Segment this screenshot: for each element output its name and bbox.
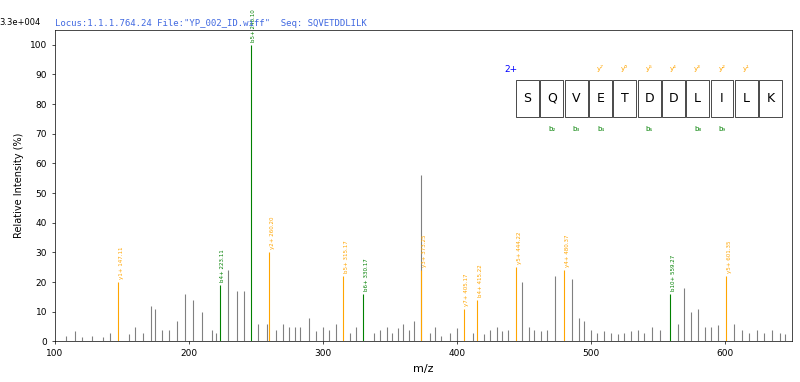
Text: D: D (669, 92, 678, 105)
Text: L: L (694, 92, 702, 105)
Text: y4+ 480.37: y4+ 480.37 (565, 235, 570, 267)
Text: D: D (644, 92, 654, 105)
Text: b6+ 330.17: b6+ 330.17 (364, 258, 369, 291)
Text: b₄: b₄ (597, 126, 604, 133)
Text: y⁶: y⁶ (622, 65, 628, 72)
Text: y⁵: y⁵ (646, 65, 653, 72)
Text: E: E (597, 92, 604, 105)
Text: b₃: b₃ (573, 126, 580, 133)
Text: b5+ 315.17: b5+ 315.17 (344, 240, 349, 273)
Text: y⁴: y⁴ (670, 65, 677, 72)
Text: 3.3e+004: 3.3e+004 (0, 18, 41, 27)
Text: b10+ 559.27: b10+ 559.27 (670, 255, 676, 291)
Text: b4+ 223.11: b4+ 223.11 (221, 249, 226, 282)
Text: T: T (621, 92, 629, 105)
Text: K: K (766, 92, 774, 105)
Text: y7+ 405.17: y7+ 405.17 (464, 274, 470, 306)
Text: b4+ 415.22: b4+ 415.22 (478, 264, 483, 297)
Text: y²: y² (718, 65, 726, 72)
Text: 2+: 2+ (504, 65, 518, 73)
Text: y3+ 373.25: y3+ 373.25 (422, 235, 426, 267)
Text: b₂: b₂ (548, 126, 555, 133)
Text: y³: y³ (694, 65, 701, 72)
Text: y5+ 601.35: y5+ 601.35 (727, 241, 732, 273)
Text: L: L (743, 92, 750, 105)
Text: y2+ 260.20: y2+ 260.20 (270, 217, 275, 249)
Y-axis label: Relative Intensity (%): Relative Intensity (%) (14, 133, 24, 238)
Text: y⁷: y⁷ (597, 65, 604, 72)
Text: Locus:1.1.1.764.24 File:"YP_002_ID.wiff"  Seq: SQVETDDLILK: Locus:1.1.1.764.24 File:"YP_002_ID.wiff"… (55, 19, 366, 28)
Text: y¹: y¹ (743, 65, 750, 72)
X-axis label: m/z: m/z (413, 364, 434, 374)
Text: y1+ 147.11: y1+ 147.11 (118, 247, 124, 279)
Text: b₆: b₆ (646, 126, 653, 133)
Text: I: I (720, 92, 724, 105)
Text: y5+ 444.22: y5+ 444.22 (517, 232, 522, 264)
Text: Q: Q (547, 92, 557, 105)
Text: b₈: b₈ (694, 126, 702, 133)
Text: b₉: b₉ (718, 126, 726, 133)
Text: S: S (523, 92, 531, 105)
Text: V: V (572, 92, 580, 105)
Text: b5+ 246.10: b5+ 246.10 (251, 9, 256, 42)
